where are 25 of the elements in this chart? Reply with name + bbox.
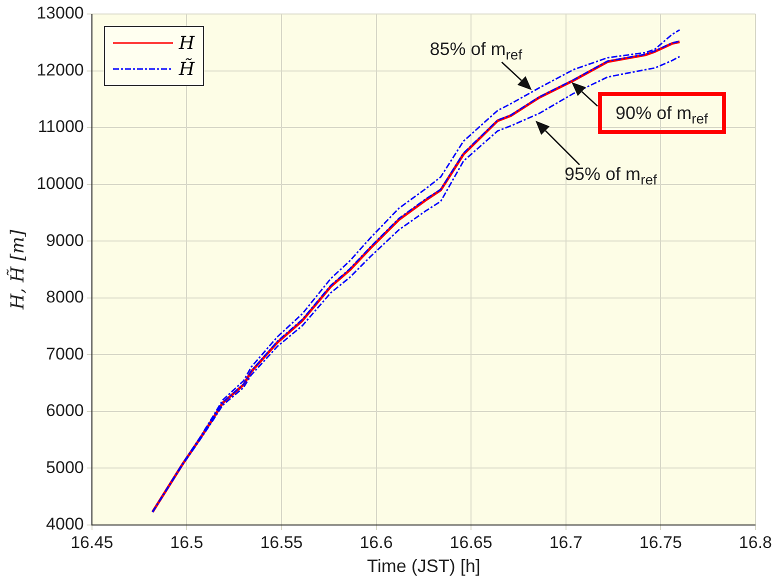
legend-label: H bbox=[178, 32, 195, 54]
x-axis-title: Time (JST) [h] bbox=[366, 556, 480, 576]
y-tick-label: 12000 bbox=[36, 60, 84, 80]
y-tick-label: 9000 bbox=[46, 230, 84, 250]
y-tick-label: 10000 bbox=[36, 174, 84, 194]
x-tick-label: 16.55 bbox=[260, 532, 303, 552]
annotation: 95% of m$_{ref}$ bbox=[564, 164, 657, 188]
y-tick-label: 11000 bbox=[38, 117, 84, 136]
y-tick-label: 4000 bbox=[46, 514, 84, 534]
legend-label: H̃ bbox=[178, 58, 195, 80]
annotation: 85% of m$_{ref}$ bbox=[430, 39, 522, 63]
y-tick-label: 13000 bbox=[36, 4, 84, 23]
y-tick-label: 8000 bbox=[46, 288, 84, 307]
x-tick-label: 16.7 bbox=[549, 532, 582, 552]
y-tick-label: 5000 bbox=[46, 458, 84, 477]
x-tick-label: 16.8 bbox=[738, 532, 772, 552]
y-axis-title: H, H̃ [m] bbox=[6, 228, 28, 310]
x-tick-label: 16.75 bbox=[639, 532, 682, 552]
x-tick-label: 16.5 bbox=[170, 532, 204, 552]
annotation: 90% of m$_{ref}$ bbox=[598, 92, 726, 134]
y-tick-label: 6000 bbox=[46, 401, 84, 420]
y-tick-label: 7000 bbox=[46, 344, 84, 364]
x-tick-label: 16.45 bbox=[70, 532, 114, 552]
x-tick-label: 16.6 bbox=[360, 532, 393, 552]
x-tick-label: 16.65 bbox=[450, 532, 492, 552]
